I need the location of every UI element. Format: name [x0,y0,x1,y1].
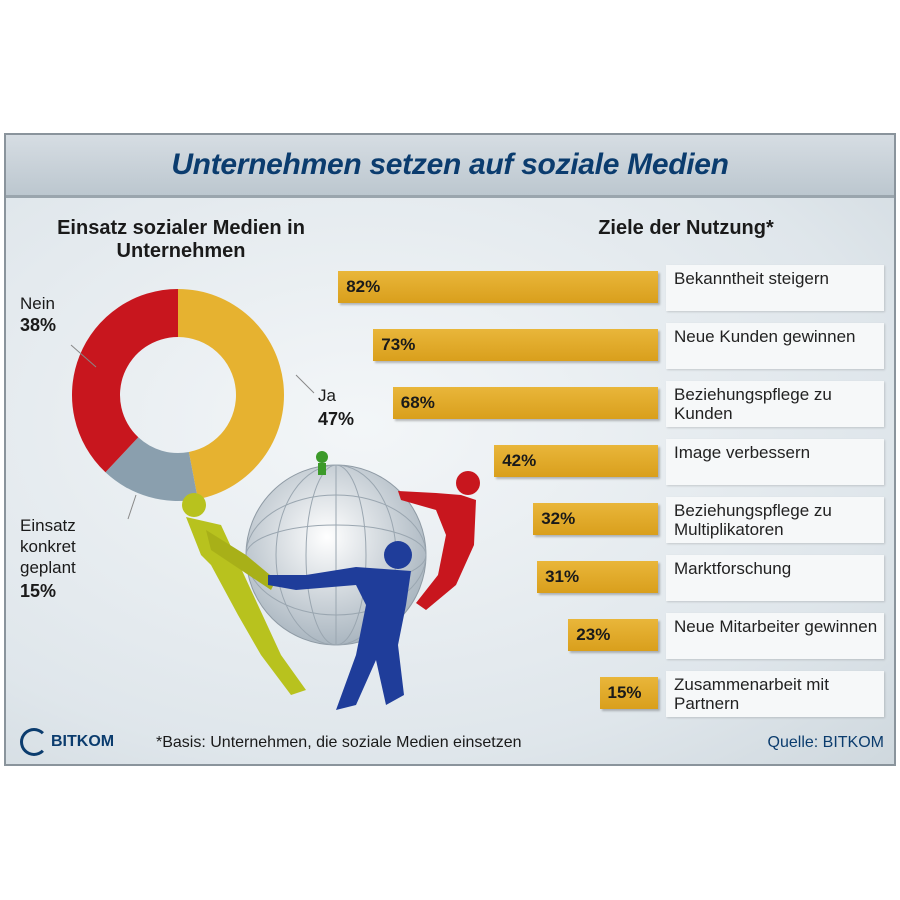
category-label: Bekanntheit steigern [674,269,829,288]
bar-value-label: 32% [541,509,576,528]
bitkom-swirl-icon [20,728,48,756]
category-label: Beziehungspflege zu Kunden [674,385,832,423]
pie-leader-line [295,374,315,394]
bar [494,445,658,477]
donut-chart [70,289,315,520]
red-figure [398,471,480,610]
logo-text: BITKOM [51,733,115,751]
yellow-figure [182,493,306,695]
bar-row: 68% Beziehungspflege zu Kunden [6,379,894,431]
pie-value-ja: 47% [318,409,355,429]
bar-chart-title: Ziele der Nutzung* [598,217,774,239]
category-label-box: Image verbessern [666,439,884,485]
category-label-box: Beziehungspflege zu Kunden [666,381,884,427]
bar-row: 73% Neue Kunden gewinnen [6,321,894,373]
bar [392,387,658,419]
bar-row: 23% Neue Mitarbeiter gewinnen [6,611,894,663]
category-label: Neue Mitarbeiter gewinnen [674,617,878,636]
category-label: Beziehungspflege zu Multiplikatoren [674,501,832,539]
pie-slice-0 [178,289,285,500]
infographic-card: Unternehmen setzen auf soziale Medien Ei… [4,133,896,766]
blue-figure [268,541,412,710]
bar-value-label: 42% [502,451,537,470]
bar-row: 82% Bekanntheit steigern [6,263,894,315]
pie-chart-title: Einsatz sozialer Medien in Unternehmen [57,217,305,262]
category-label: Image verbessern [674,443,811,462]
bar-row: 42% Image verbessern [6,437,894,489]
bar [533,503,658,535]
bar [537,561,658,593]
bar-value-label: 15% [607,683,642,702]
title-band: Unternehmen setzen auf soziale Medien [6,135,894,198]
pie-leader-line [70,344,97,368]
bar [338,271,658,303]
pie-label-geplant: Einsatz konkret geplant [20,516,76,577]
category-label: Zusammenarbeit mit Partnern [674,675,829,713]
bar-value-label: 23% [576,625,611,644]
bar-value-label: 73% [381,335,416,354]
source-credit: Quelle: BITKOM [767,734,884,751]
bar-value-label: 82% [346,277,381,296]
bar-row: 15% Zusammenarbeit mit Partnern [6,669,894,721]
pie-slice-2 [72,289,178,473]
pie-value-nein: 38% [20,315,57,335]
category-label-box: Neue Kunden gewinnen [666,323,884,369]
category-label: Marktforschung [674,559,792,578]
globe-figures-illustration [182,451,480,710]
pie-leader-line [127,494,137,520]
bar [373,329,658,361]
pie-label-ja: Ja [318,386,336,405]
bar-value-label: 68% [400,393,435,412]
category-label-box: Beziehungspflege zu Multiplikatoren [666,497,884,543]
bitkom-logo: BITKOM [20,728,114,756]
green-figure [316,451,328,475]
main-title: Unternehmen setzen auf soziale Medien [171,148,729,181]
pie-label-nein: Nein [20,294,55,313]
category-label-box: Neue Mitarbeiter gewinnen [666,613,884,659]
pie-slice-1 [105,437,198,501]
category-label-box: Zusammenarbeit mit Partnern [666,671,884,717]
pie-value-geplant: 15% [20,581,57,601]
category-label-box: Bekanntheit steigern [666,265,884,311]
bar-row: 32% Beziehungspflege zu Multiplikatoren [6,495,894,547]
bar-row: 31% Marktforschung [6,553,894,605]
category-label-box: Marktforschung [666,555,884,601]
bar [568,619,658,651]
bar [599,677,658,709]
bar-value-label: 31% [545,567,580,586]
footnote: *Basis: Unternehmen, die soziale Medien … [156,734,522,751]
category-label: Neue Kunden gewinnen [674,327,856,346]
